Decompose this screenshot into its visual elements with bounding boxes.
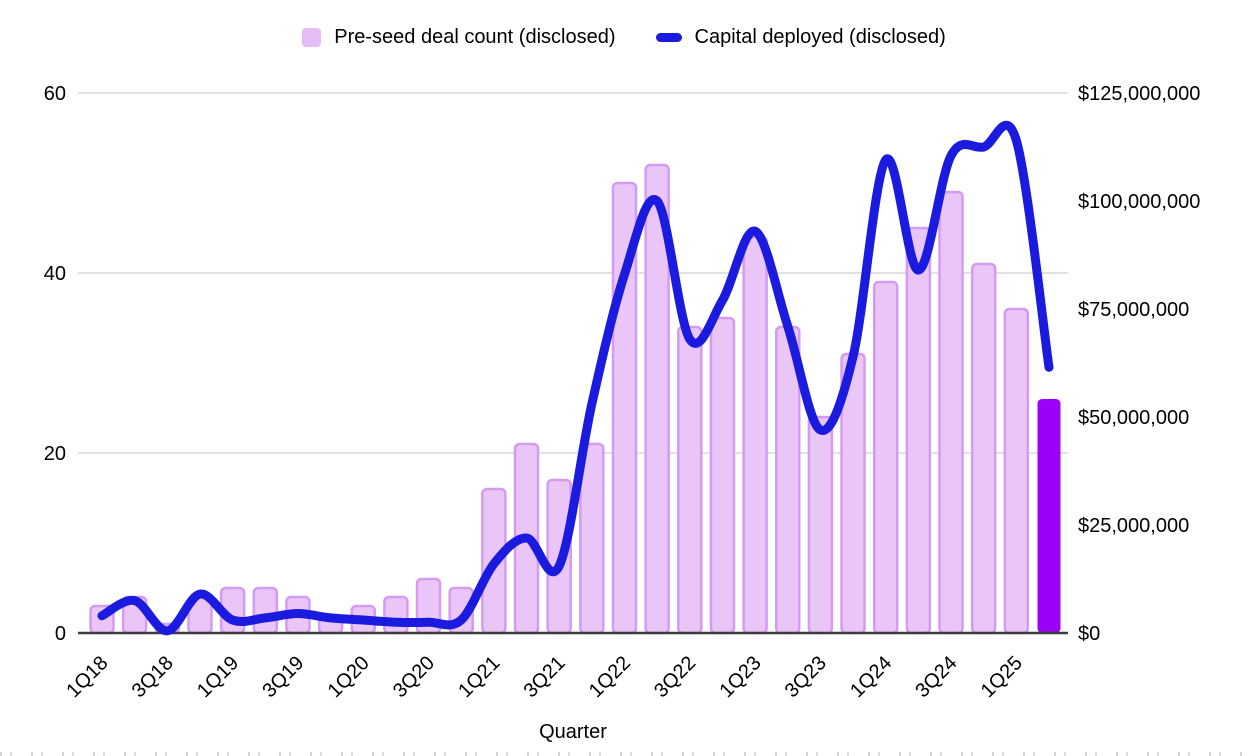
right-axis-tick: $25,000,000 — [1078, 515, 1189, 537]
bar — [905, 226, 932, 635]
deal-count-bars — [89, 163, 1061, 635]
x-axis-tick: 3Q24 — [911, 652, 961, 702]
bar — [872, 280, 899, 635]
bar — [807, 415, 834, 635]
legend-item-deal-count: Pre-seed deal count (disclosed) — [302, 26, 616, 49]
cropped-text-sliver — [0, 752, 1248, 756]
bar-current-quarter — [1037, 399, 1061, 633]
left-axis-tick: 0 — [55, 623, 66, 645]
x-axis-tick: 1Q21 — [454, 652, 504, 702]
legend-label-capital-deployed: Capital deployed (disclosed) — [694, 26, 946, 48]
bar — [1003, 307, 1030, 635]
bar — [938, 190, 964, 635]
bar — [742, 235, 768, 635]
x-axis-tick: 3Q19 — [258, 652, 308, 702]
right-axis-tick: $100,000,000 — [1078, 191, 1200, 213]
legend: Pre-seed deal count (disclosed) Capital … — [0, 26, 1248, 49]
left-axis-labels: 0 20 40 60 — [44, 83, 66, 645]
bar — [970, 262, 997, 635]
x-axis-tick: 1Q19 — [193, 652, 243, 702]
legend-label-deal-count: Pre-seed deal count (disclosed) — [334, 26, 616, 48]
line-series-swatch-icon — [655, 33, 682, 42]
x-axis-tick: 1Q24 — [846, 652, 896, 702]
x-axis-tick: 3Q20 — [389, 652, 439, 702]
x-axis-tick: 3Q22 — [650, 652, 700, 702]
right-axis-tick: $125,000,000 — [1078, 83, 1200, 105]
bar — [709, 316, 736, 635]
x-axis-tick: 3Q21 — [520, 652, 570, 702]
x-axis-tick: 1Q18 — [62, 652, 112, 702]
left-axis-tick: 40 — [44, 263, 66, 285]
x-axis-tick: 3Q23 — [781, 652, 831, 702]
right-axis-tick: $75,000,000 — [1078, 299, 1189, 321]
right-axis-tick: $0 — [1078, 623, 1100, 645]
bar — [252, 586, 279, 635]
bar — [677, 325, 703, 635]
x-axis-labels: 1Q18 3Q18 1Q19 3Q19 1Q20 3Q20 1Q21 3Q21 1Q22 3Q22… — [62, 652, 1027, 702]
left-axis-tick: 20 — [44, 443, 66, 465]
bar — [383, 595, 409, 635]
bar-series-swatch-icon — [302, 28, 322, 47]
left-axis-tick: 60 — [44, 83, 66, 105]
x-axis-tick: 1Q22 — [585, 652, 635, 702]
x-axis-tick: 1Q20 — [324, 652, 374, 702]
gridlines — [78, 92, 1068, 454]
x-axis-tick: 1Q25 — [977, 652, 1027, 702]
right-axis-labels: $0 $25,000,000 $50,000,000 $75,000,000 $100,… — [1078, 83, 1200, 645]
capital-deployed-line — [97, 120, 1054, 636]
x-axis-title: Quarter — [539, 721, 607, 743]
x-axis-tick: 3Q18 — [128, 652, 178, 702]
legend-item-capital-deployed: Capital deployed (disclosed) — [655, 26, 946, 49]
right-axis-tick: $50,000,000 — [1078, 407, 1189, 429]
x-axis-tick: 1Q23 — [715, 652, 765, 702]
